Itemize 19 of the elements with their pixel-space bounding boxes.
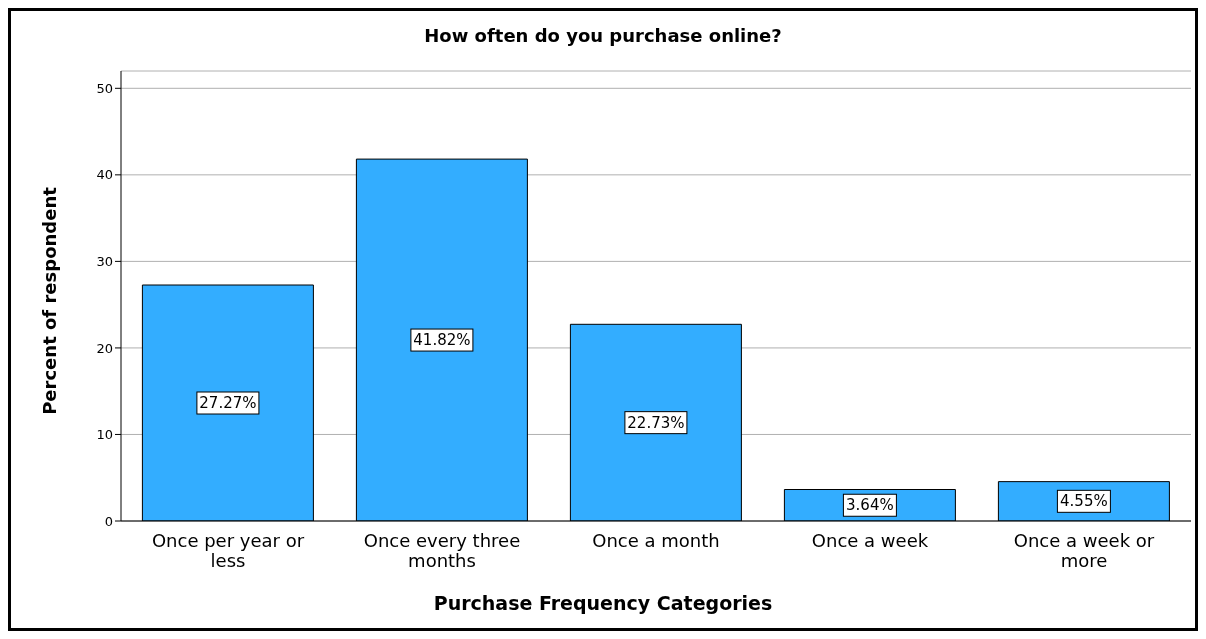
x-tick-label: Once a week <box>811 530 929 551</box>
x-tick-label: Once a week or more <box>1013 530 1155 571</box>
chart-title: How often do you purchase online? <box>423 25 783 46</box>
y-tick-label: 10 <box>96 427 113 443</box>
data-label: 27.27% <box>199 394 257 412</box>
y-tick-label: 40 <box>96 167 113 183</box>
data-label: 41.82% <box>413 331 471 350</box>
x-axis-title: Purchase Frequency Categories <box>432 592 774 614</box>
y-tick-label: 30 <box>96 254 113 269</box>
data-label: 4.55% <box>1060 492 1108 511</box>
y-axis-title: Percent of respondent <box>38 187 60 415</box>
y-tick-label: 50 <box>96 80 113 96</box>
x-tick-label: Once every three months <box>363 530 521 571</box>
x-tick-label: Once per year or less <box>151 530 305 571</box>
data-label: 3.64% <box>846 496 894 515</box>
y-tick-label: 0 <box>104 513 113 529</box>
y-tick-label: 20 <box>96 340 113 356</box>
x-tick-label: Once a month <box>592 530 720 551</box>
data-label: 22.73% <box>627 413 685 432</box>
